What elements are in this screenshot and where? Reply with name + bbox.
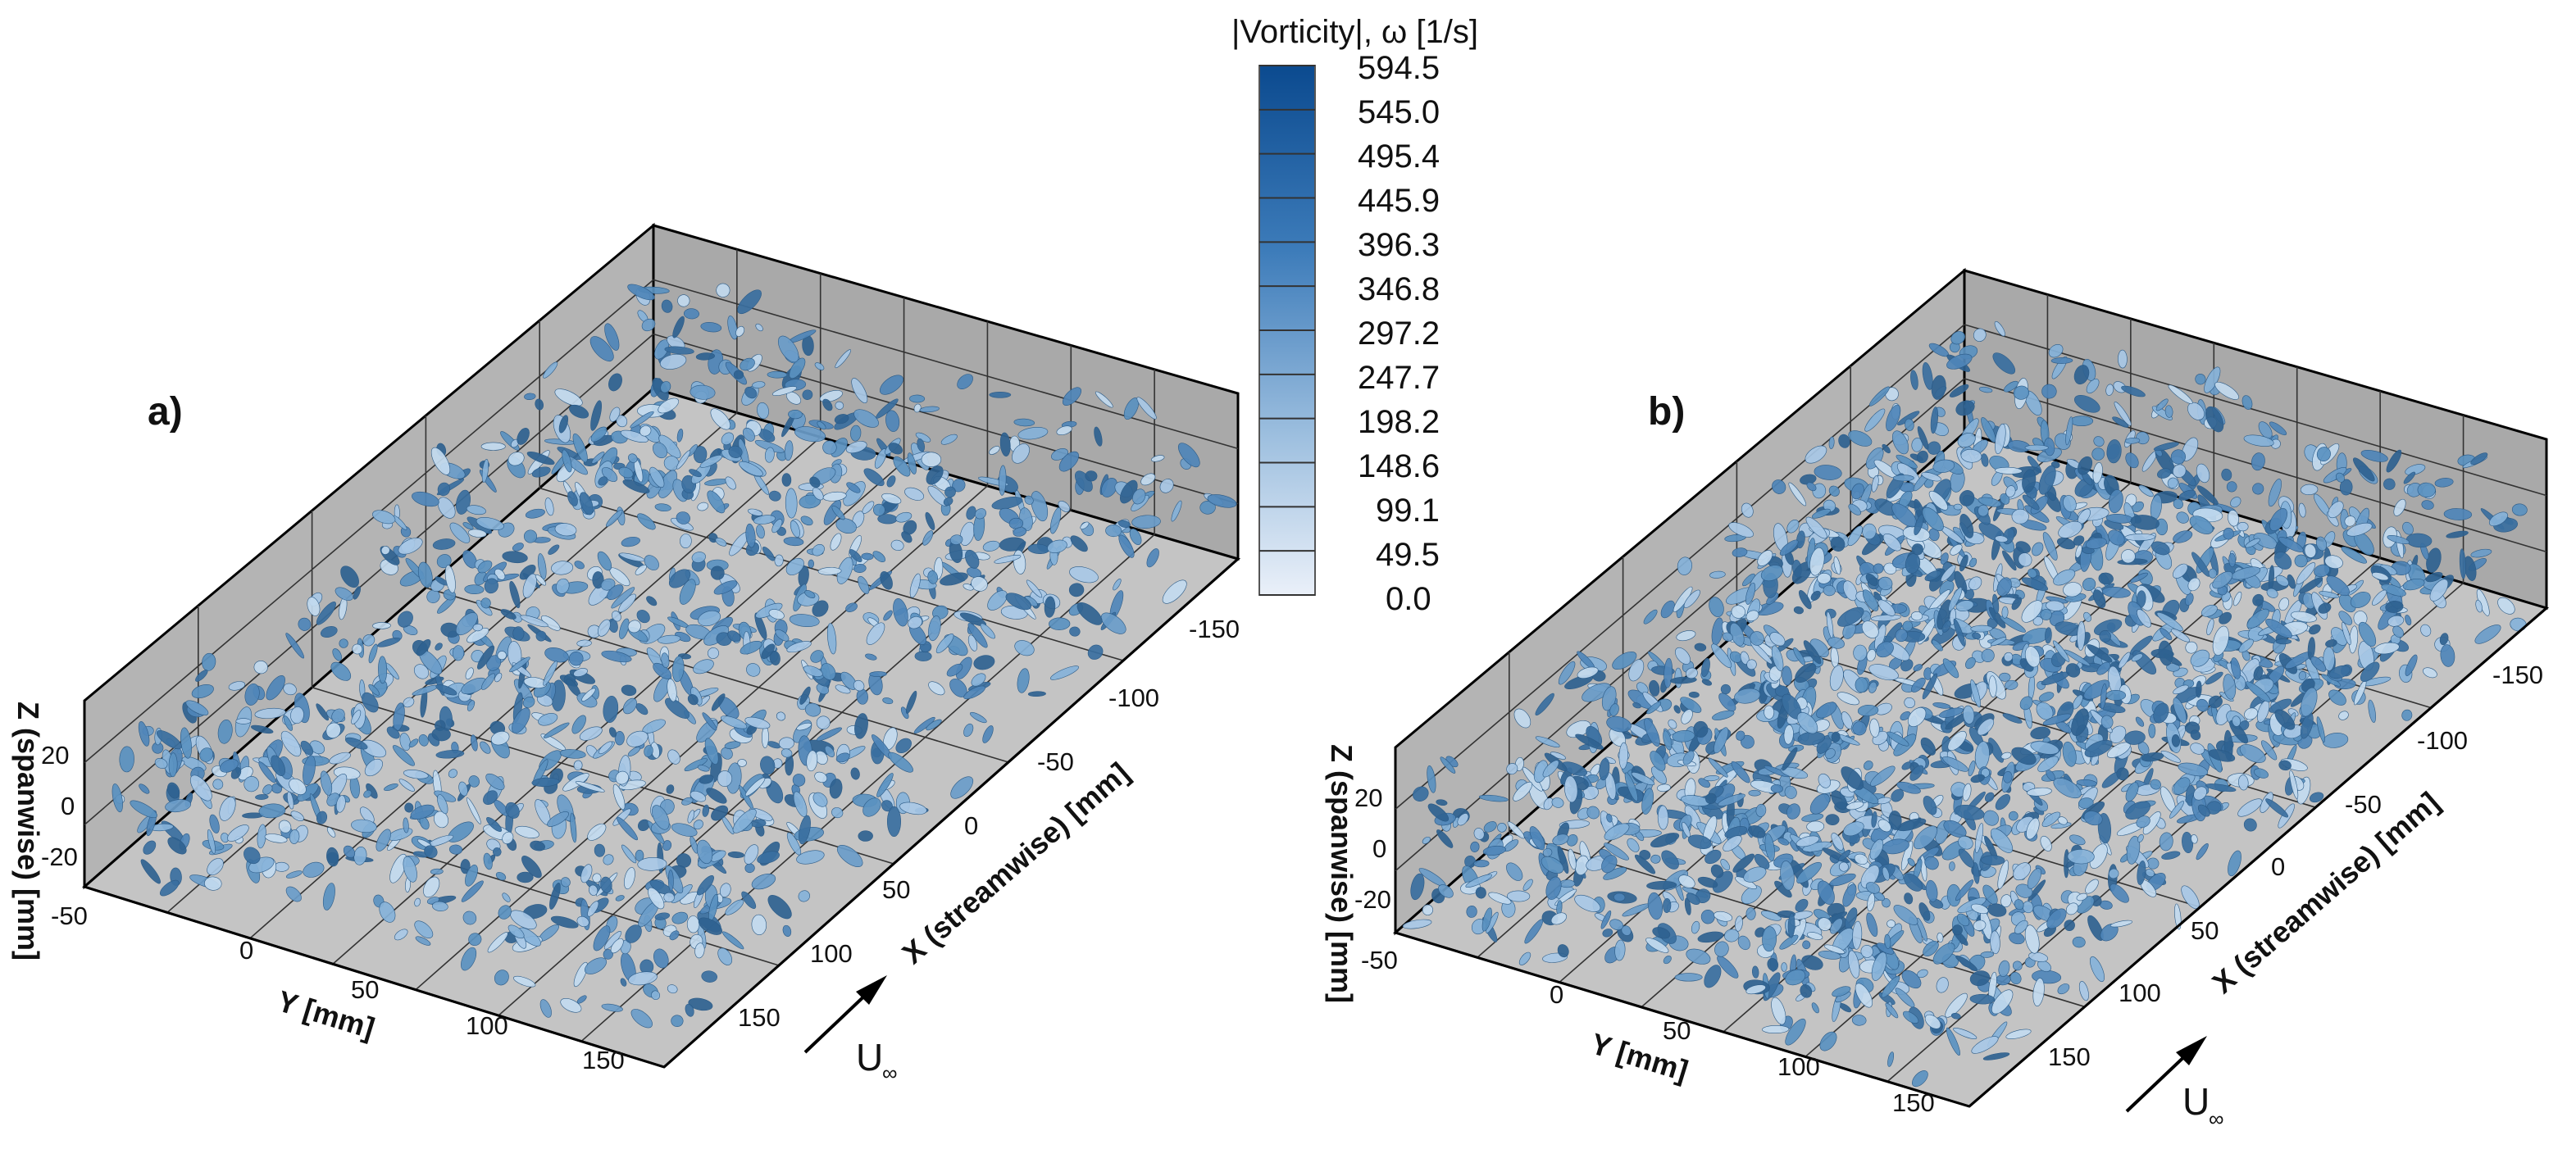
flow-direction-arrow [803, 975, 887, 1054]
z-tick: 20 [41, 741, 69, 770]
panel-label: a) [148, 390, 183, 434]
colorbar-level: 99.1 [1376, 493, 1440, 529]
x-tick-labels: -150 -100 -50 0 50 100 150 [2048, 661, 2543, 1071]
colorbar-labels: 594.5 545.0 495.4 445.9 396.3 346.8 297.… [1358, 50, 1440, 617]
y-tick: 50 [1663, 1016, 1691, 1045]
colorbar-level: 49.5 [1376, 537, 1440, 573]
colorbar-ticks [1259, 65, 1315, 596]
z-tick-labels: 20 0 -20 [41, 741, 78, 871]
z-tick: -20 [41, 842, 78, 871]
colorbar-level: 445.9 [1358, 183, 1440, 219]
z-axis-label: Z (spanwise) [mm] [1325, 744, 1359, 1003]
x-tick: -50 [2345, 790, 2382, 819]
vortex-isosurfaces [112, 283, 1237, 1029]
x-tick: 150 [738, 1003, 781, 1032]
y-tick-labels: -50 0 50 100 150 [51, 901, 625, 1074]
z-tick-labels: 20 0 -20 [1354, 783, 1391, 914]
y-tick: 100 [466, 1011, 508, 1040]
flow-velocity-label: U [856, 1036, 883, 1079]
colorbar-level: 594.5 [1358, 50, 1440, 86]
colorbar-level: 495.4 [1358, 139, 1440, 175]
x-tick: -100 [2417, 726, 2468, 755]
panel-a: a) -150 -100 -50 0 50 100 150 -50 0 50 1… [11, 222, 1241, 1085]
panel-b: b) -150 -100 -50 0 50 100 150 -50 0 50 1… [1325, 267, 2550, 1131]
x-tick: 150 [2048, 1042, 2091, 1071]
flow-velocity-subscript: ∞ [2209, 1106, 2224, 1131]
x-tick: 0 [2271, 852, 2285, 881]
y-tick: 150 [1892, 1088, 1935, 1117]
y-tick: 0 [239, 936, 253, 965]
z-tick: 0 [1372, 834, 1386, 863]
z-axis-label: Z (spanwise) [mm] [11, 702, 45, 961]
x-tick: 50 [882, 875, 910, 904]
colorbar-level: 346.8 [1358, 271, 1440, 307]
colorbar-level: 396.3 [1358, 227, 1440, 263]
colorbar: |Vorticity|, ω [1/s] 594.5 545.0 495.4 4… [1231, 14, 1478, 617]
colorbar-level: 198.2 [1358, 404, 1440, 440]
colorbar-level: 297.2 [1358, 316, 1440, 352]
y-tick: -50 [51, 901, 88, 930]
y-tick: 150 [582, 1046, 625, 1074]
flow-velocity-subscript: ∞ [882, 1060, 898, 1085]
z-tick: -20 [1354, 885, 1391, 914]
y-tick: 100 [1777, 1052, 1820, 1081]
y-tick-labels: -50 0 50 100 150 [1361, 946, 1935, 1117]
y-tick: 0 [1550, 980, 1563, 1009]
x-tick: 100 [810, 939, 853, 968]
panel-label: b) [1648, 390, 1685, 434]
x-tick: -50 [1037, 747, 1074, 776]
colorbar-level: 545.0 [1358, 94, 1440, 130]
colorbar-level: 148.6 [1358, 448, 1440, 484]
colorbar-level: 247.7 [1358, 360, 1440, 396]
x-tick: 100 [2119, 979, 2161, 1007]
vortex-isosurfaces [1402, 320, 2528, 1088]
x-tick: 50 [2191, 916, 2219, 945]
colorbar-title: |Vorticity|, ω [1/s] [1231, 14, 1478, 50]
y-tick: -50 [1361, 946, 1398, 974]
flow-velocity-label: U [2182, 1080, 2210, 1123]
z-tick: 20 [1354, 783, 1382, 812]
x-tick-labels: -150 -100 -50 0 50 100 150 [738, 615, 1240, 1032]
z-tick: 0 [61, 792, 75, 820]
x-tick: -150 [2492, 661, 2543, 689]
y-tick: 50 [351, 975, 379, 1004]
x-tick: -100 [1108, 683, 1159, 712]
flow-direction-arrow [2125, 1036, 2207, 1113]
colorbar-level: 0.0 [1386, 581, 1431, 617]
x-tick: -150 [1189, 615, 1240, 643]
x-tick: 0 [964, 811, 978, 840]
